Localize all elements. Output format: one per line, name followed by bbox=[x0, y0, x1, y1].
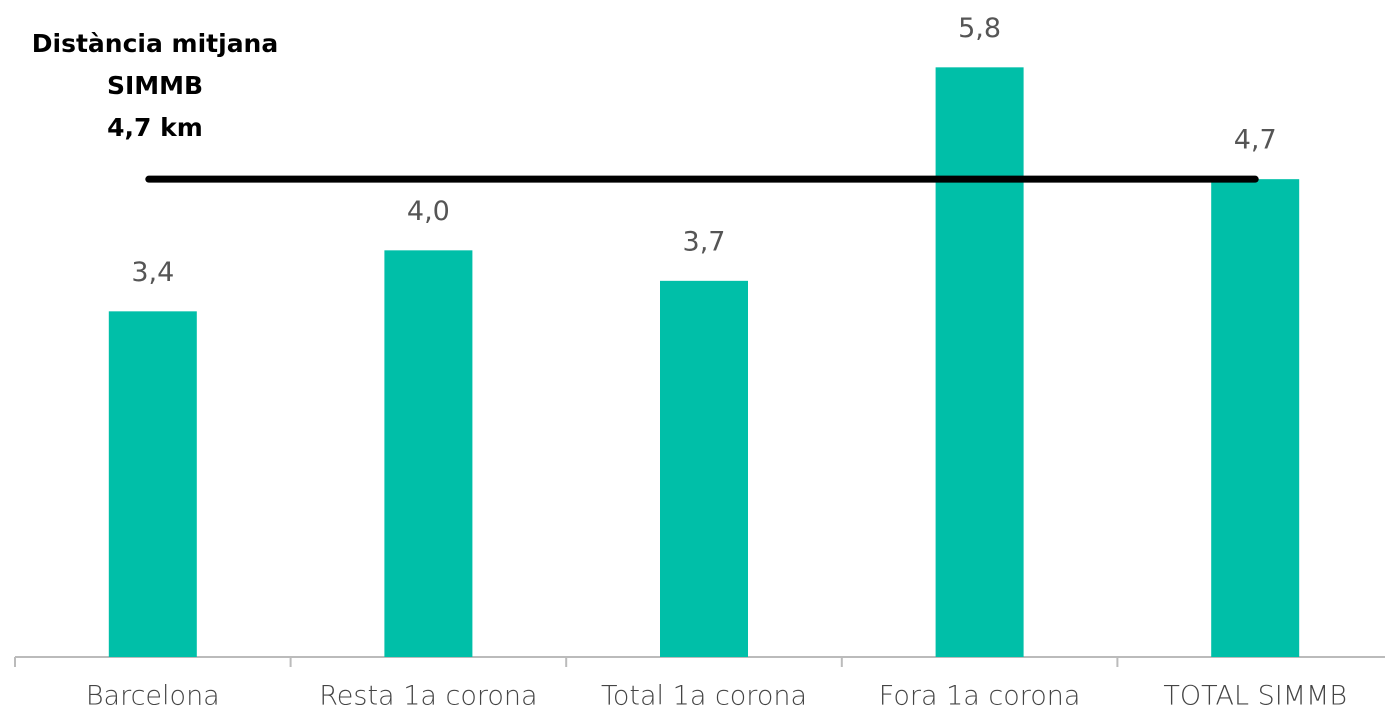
value-label: 3,4 bbox=[131, 257, 174, 288]
bar bbox=[935, 67, 1024, 658]
x-tick-label: Fora 1a corona bbox=[879, 681, 1081, 712]
bar bbox=[108, 311, 197, 657]
bar bbox=[1211, 179, 1300, 657]
reference-label: SIMMB bbox=[107, 71, 203, 100]
bar bbox=[384, 250, 473, 658]
value-label: 4,0 bbox=[407, 196, 450, 227]
x-tick-label: Barcelona bbox=[86, 681, 220, 712]
x-tick-label: Total 1a corona bbox=[601, 681, 807, 712]
bar bbox=[660, 280, 748, 657]
value-label: 3,7 bbox=[683, 226, 726, 257]
value-label: 4,7 bbox=[1234, 125, 1277, 156]
x-tick-label: TOTAL SIMMB bbox=[1163, 681, 1347, 712]
reference-value-label: 4,7 km bbox=[107, 113, 203, 142]
reference-label: Distància mitjana bbox=[32, 29, 278, 58]
x-tick-label: Resta 1a corona bbox=[319, 681, 537, 712]
value-label: 5,8 bbox=[958, 13, 1001, 44]
